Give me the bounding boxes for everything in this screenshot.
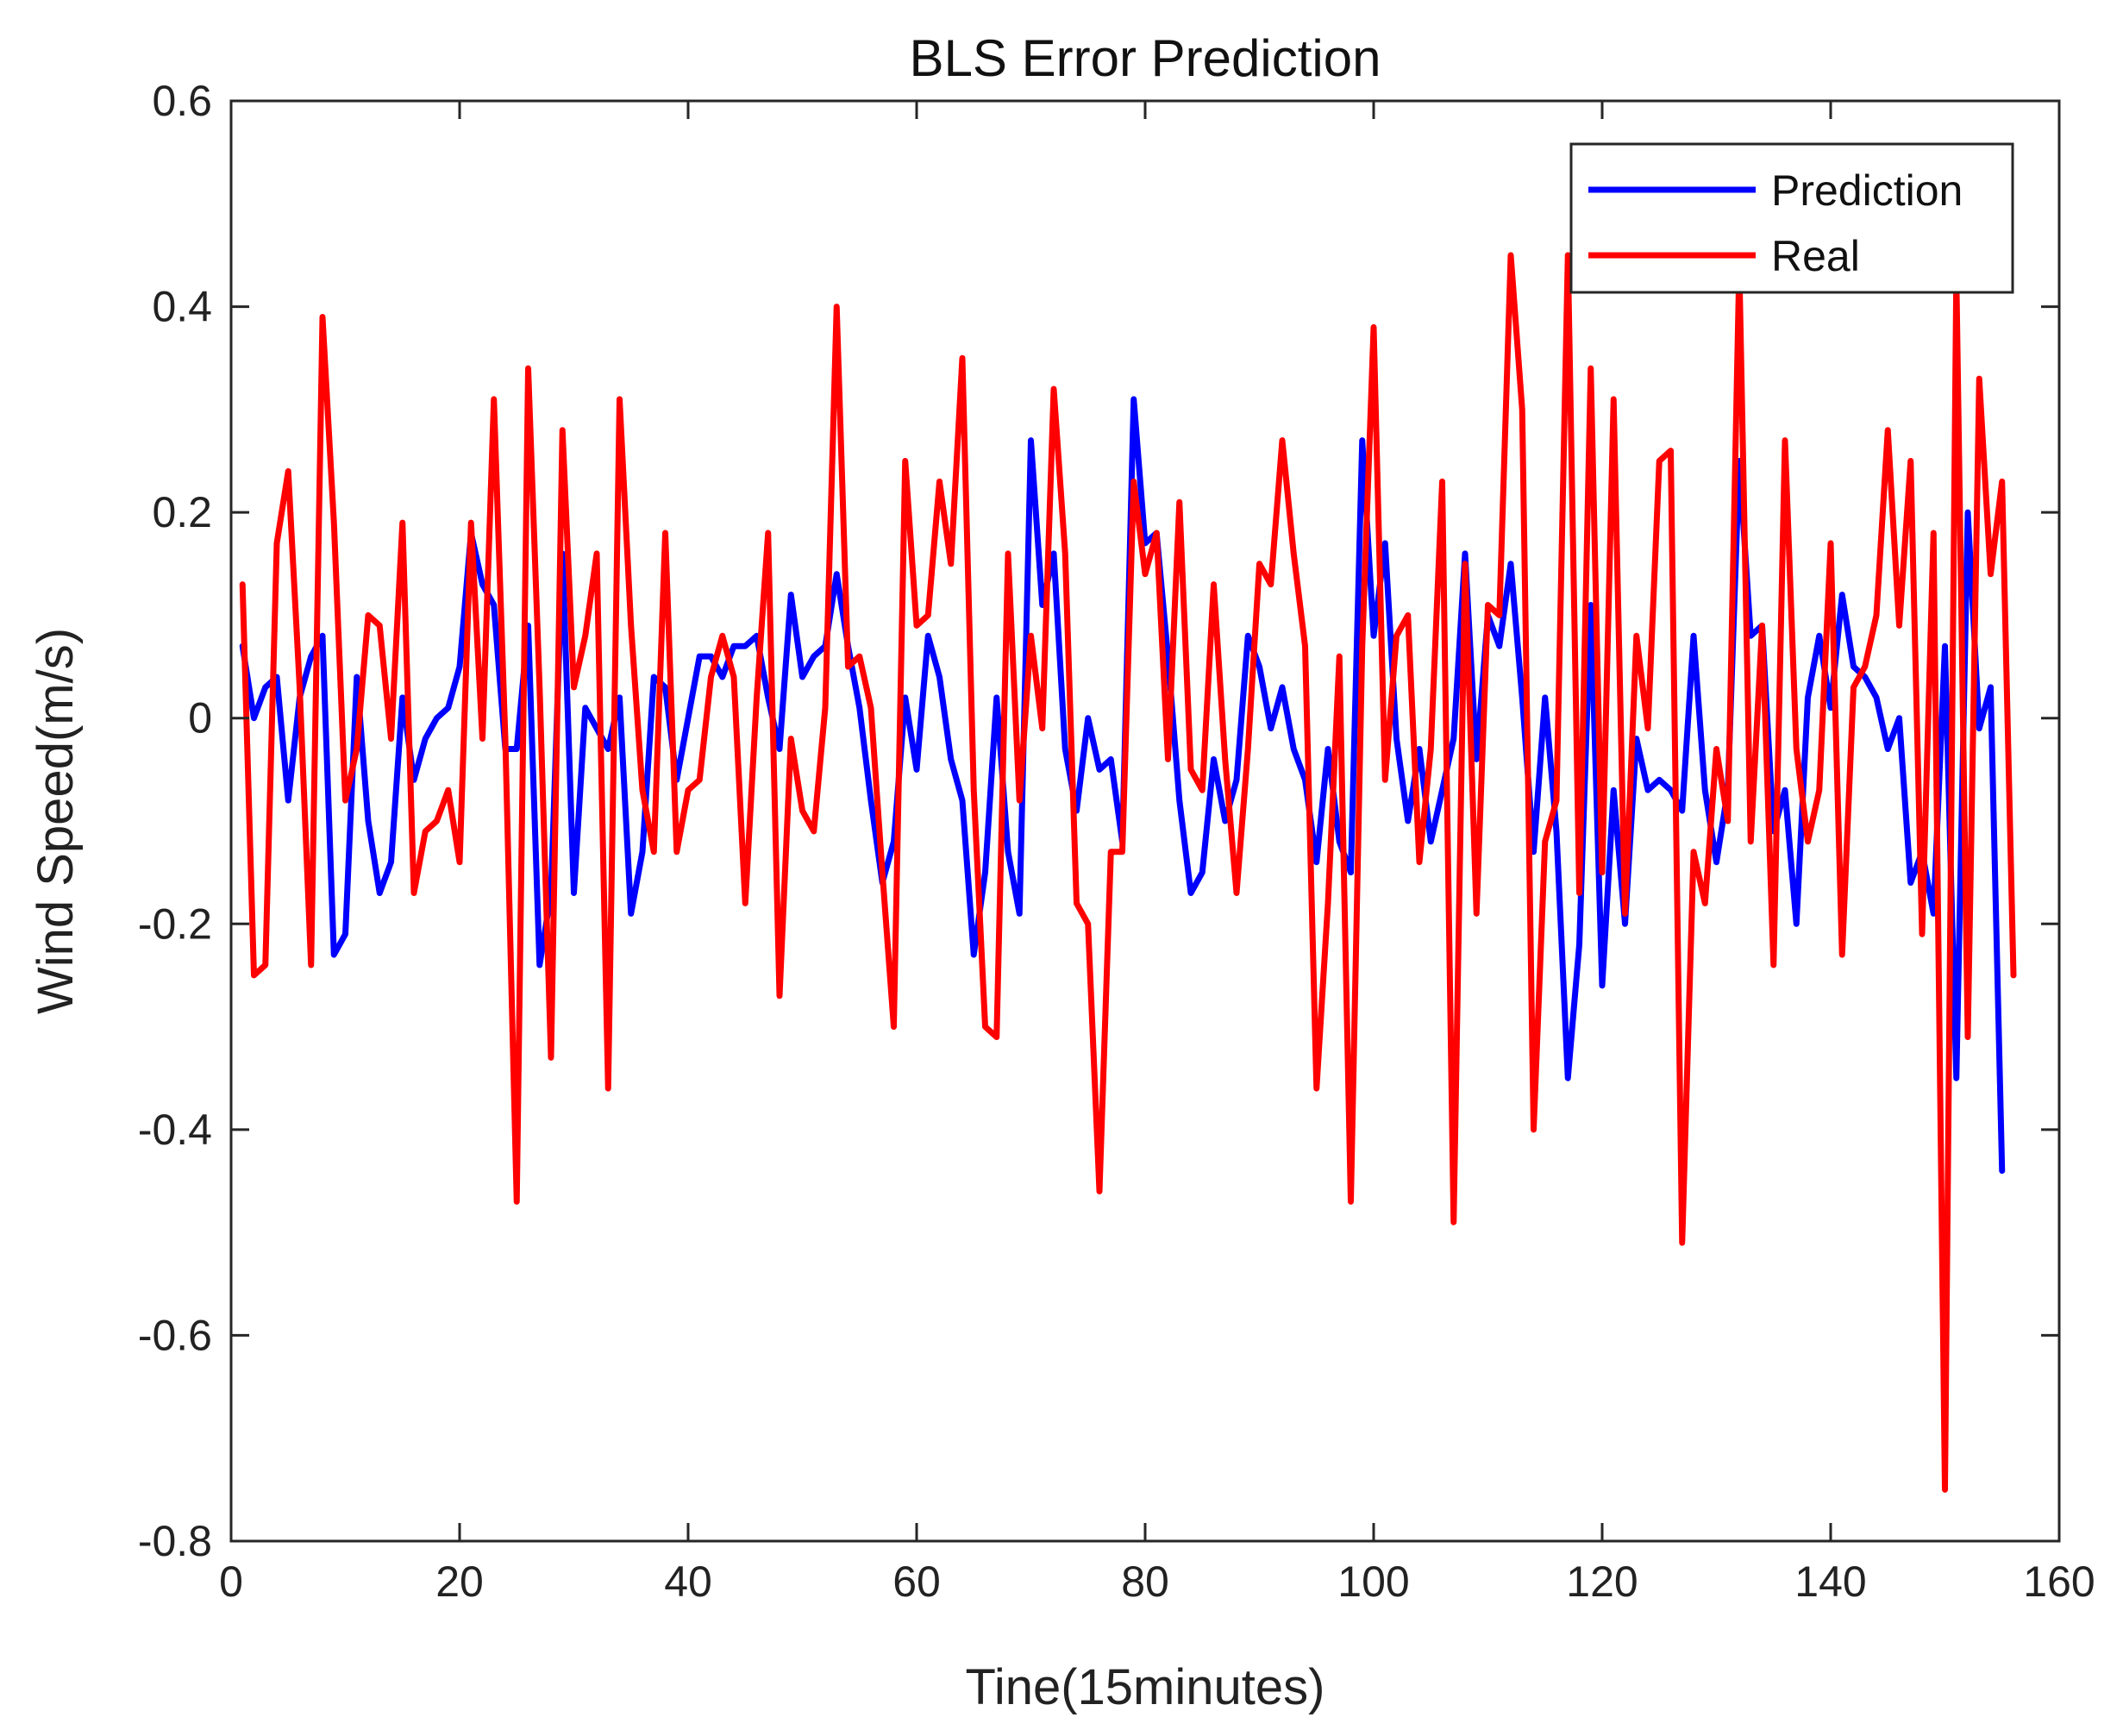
x-tick-label: 160: [2023, 1557, 2095, 1606]
y-tick-label: -0.2: [138, 899, 212, 948]
x-tick-label: 40: [664, 1557, 712, 1606]
x-tick-label: 80: [1121, 1557, 1169, 1606]
chart-title: BLS Error Prediction: [910, 29, 1381, 87]
x-tick-label: 20: [435, 1557, 484, 1606]
x-tick-label: 0: [219, 1557, 243, 1606]
y-tick-label: -0.6: [138, 1311, 212, 1359]
legend-label-real: Real: [1771, 232, 1860, 280]
x-tick-label: 140: [1794, 1557, 1866, 1606]
y-tick-label: 0: [188, 694, 212, 743]
x-tick-label: 100: [1337, 1557, 1409, 1606]
y-tick-label: -0.8: [138, 1517, 212, 1565]
legend-label-prediction: Prediction: [1771, 166, 1963, 215]
y-tick-label: 0.6: [152, 77, 212, 125]
tick-layer: 0 20 40 60 80 100 120 140 160 -0.8 -0.6 -0.4 -0.2 0 0.…: [138, 77, 2095, 1606]
series-line-real: [239, 252, 2017, 1493]
y-axis-label: Wind Speed(m/s): [28, 628, 84, 1014]
x-tick-label: 120: [1566, 1557, 1638, 1606]
legend-box: [1569, 142, 2014, 294]
series-layer: [239, 252, 2017, 1493]
x-axis-label: Tine(15minutes): [966, 1659, 1325, 1715]
x-tick-label: 60: [892, 1557, 941, 1606]
legend: Prediction Real: [1569, 142, 2014, 294]
y-tick-label: 0.4: [152, 283, 212, 331]
y-tick-label: 0.2: [152, 488, 212, 536]
y-tick-label: -0.4: [138, 1106, 212, 1154]
